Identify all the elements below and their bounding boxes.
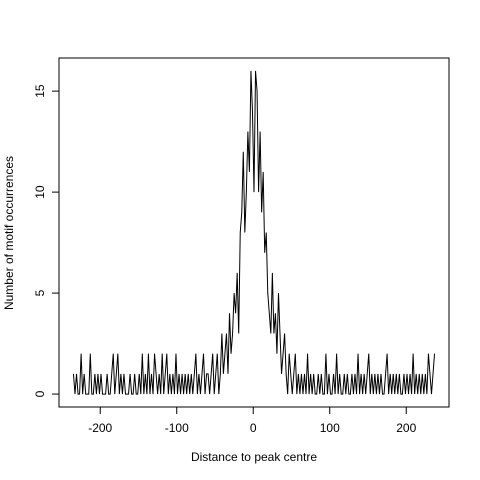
y-tick-label: 0 bbox=[33, 390, 47, 397]
x-tick-label: -100 bbox=[165, 421, 189, 435]
data-line bbox=[72, 70, 436, 395]
x-tick-label: 200 bbox=[396, 421, 416, 435]
y-axis-label: Number of motif occurrences bbox=[2, 156, 16, 310]
y-tick-label: 15 bbox=[33, 84, 47, 98]
x-tick-label: -200 bbox=[88, 421, 112, 435]
x-axis-label: Distance to peak centre bbox=[191, 450, 317, 464]
y-tick-label: 10 bbox=[33, 185, 47, 199]
x-tick-label: 0 bbox=[250, 421, 257, 435]
x-tick-label: 100 bbox=[320, 421, 340, 435]
y-tick-label: 5 bbox=[33, 289, 47, 296]
